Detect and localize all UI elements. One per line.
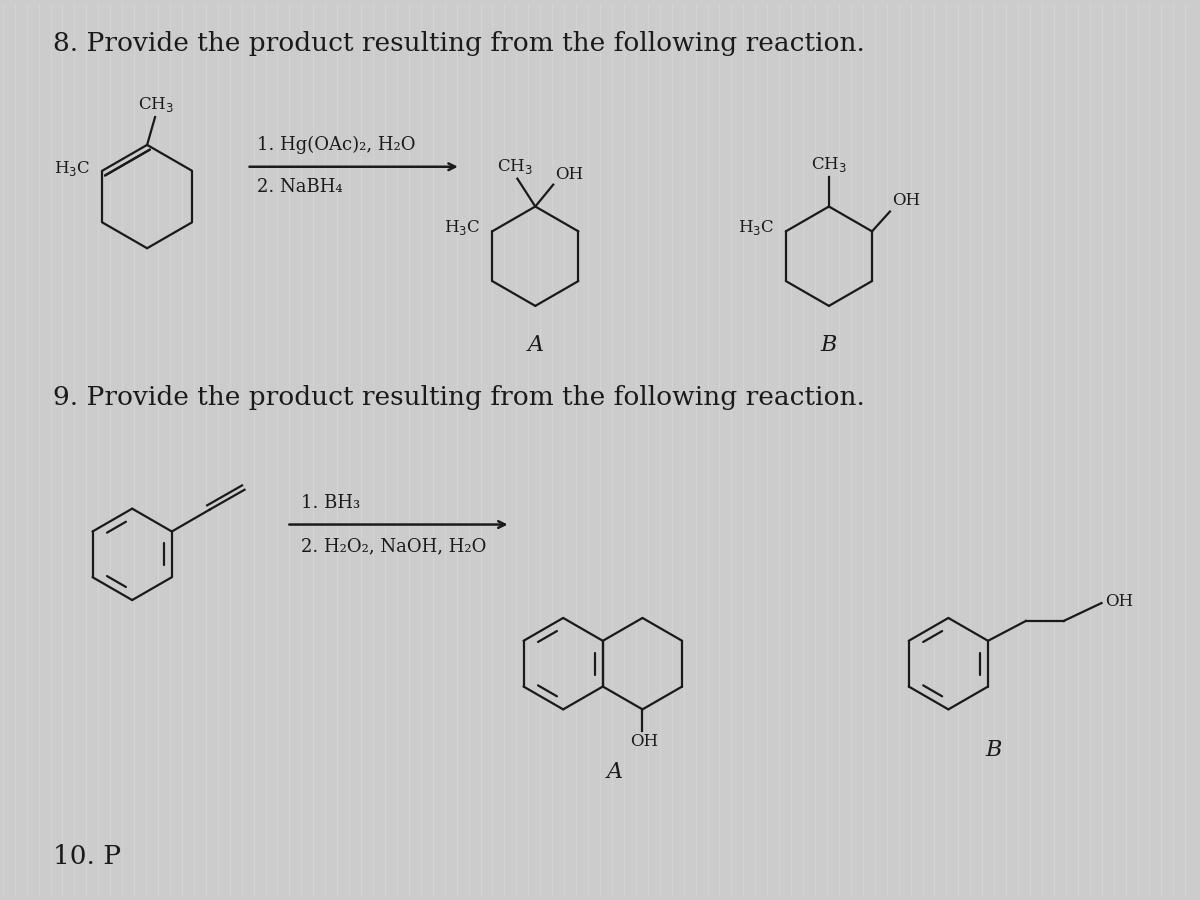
Text: 2. NaBH₄: 2. NaBH₄ xyxy=(257,177,342,195)
Text: 8. Provide the product resulting from the following reaction.: 8. Provide the product resulting from th… xyxy=(53,31,864,56)
Text: A: A xyxy=(527,334,544,356)
Text: 2. H₂O₂, NaOH, H₂O: 2. H₂O₂, NaOH, H₂O xyxy=(301,537,487,555)
Text: CH$_3$: CH$_3$ xyxy=(498,157,533,176)
Text: 1. BH₃: 1. BH₃ xyxy=(301,494,360,512)
Text: A: A xyxy=(607,761,623,783)
Text: 9. Provide the product resulting from the following reaction.: 9. Provide the product resulting from th… xyxy=(53,385,864,410)
Text: 10. P: 10. P xyxy=(53,844,121,869)
Text: H$_3$C: H$_3$C xyxy=(444,218,480,237)
Text: B: B xyxy=(821,334,838,356)
Text: H$_3$C: H$_3$C xyxy=(54,159,90,178)
Text: H$_3$C: H$_3$C xyxy=(738,218,774,237)
Text: OH: OH xyxy=(1105,592,1134,609)
Text: 1. Hg(OAc)₂, H₂O: 1. Hg(OAc)₂, H₂O xyxy=(257,136,415,154)
Text: OH: OH xyxy=(630,734,659,751)
Text: OH: OH xyxy=(556,166,583,183)
Text: CH$_3$: CH$_3$ xyxy=(138,95,174,114)
Text: OH: OH xyxy=(892,193,920,210)
Text: B: B xyxy=(985,739,1001,761)
Text: CH$_3$: CH$_3$ xyxy=(811,155,847,174)
